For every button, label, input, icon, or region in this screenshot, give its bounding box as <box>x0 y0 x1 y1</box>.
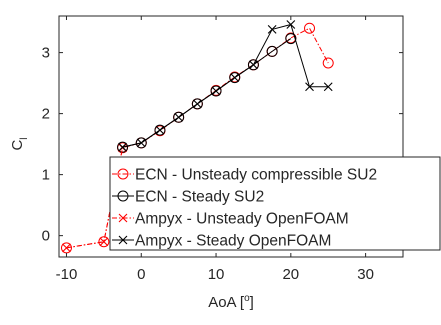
legend-label: ECN - Unsteady compressible SU2 <box>135 167 377 184</box>
data-point <box>60 242 72 254</box>
x-tick-label: 20 <box>282 266 299 283</box>
x-tick-label: 30 <box>357 266 374 283</box>
plot-marks <box>60 20 334 254</box>
plot-frame <box>58 15 404 258</box>
x-tick-label: -10 <box>56 266 78 283</box>
y-tick-label: 1 <box>42 167 50 184</box>
legend-box <box>109 156 441 251</box>
legend-marker <box>118 213 128 223</box>
data-point <box>266 45 278 57</box>
series-1 <box>117 33 297 153</box>
x-tick-label: 10 <box>208 266 225 283</box>
legend-marker <box>117 190 129 202</box>
legend: ECN - Unsteady compressible SU2 ECN - Ste… <box>109 156 441 251</box>
y-tick-label: 0 <box>42 228 50 245</box>
data-point <box>305 82 314 92</box>
data-point <box>304 22 316 34</box>
data-point <box>154 124 166 136</box>
data-point <box>322 57 334 69</box>
legend-marker <box>118 235 128 245</box>
axis-ticks: -10 0 10 20 30 0 1 2 3 <box>42 16 403 283</box>
data-point <box>230 73 240 83</box>
data-point <box>267 25 277 34</box>
data-point <box>323 82 333 92</box>
data-point <box>62 243 71 253</box>
series-line <box>122 23 329 148</box>
legend-entry: Ampyx - Steady OpenFOAM <box>112 233 331 250</box>
data-point <box>285 33 297 45</box>
x-axis-label: AoA [o] <box>208 293 254 311</box>
data-point <box>191 98 203 110</box>
data-point <box>117 141 129 153</box>
data-point <box>210 85 222 97</box>
legend-marker <box>117 168 129 180</box>
data-point <box>249 60 258 70</box>
series-3 <box>118 20 333 152</box>
y-axis-label: Cl <box>9 137 30 150</box>
data-point <box>173 111 185 123</box>
legend-entry: ECN - Steady SU2 <box>112 189 264 206</box>
data-point <box>229 72 241 84</box>
data-point <box>174 112 184 122</box>
data-point <box>247 59 259 71</box>
data-point <box>118 142 127 152</box>
legend-label: Ampyx - Unsteady OpenFOAM <box>135 211 349 228</box>
data-point <box>155 125 165 135</box>
legend-entry: ECN - Unsteady compressible SU2 <box>112 167 377 184</box>
legend-entry: Ampyx - Unsteady OpenFOAM <box>112 211 349 228</box>
y-tick-label: 3 <box>42 45 50 62</box>
data-point <box>211 86 221 96</box>
series-line <box>122 38 292 148</box>
legend-label: Ampyx - Steady OpenFOAM <box>135 233 331 250</box>
y-tick-label: 2 <box>42 106 50 123</box>
data-point <box>99 237 109 247</box>
data-point <box>192 99 202 109</box>
data-point <box>136 138 146 148</box>
data-point <box>135 137 147 149</box>
x-tick-label: 0 <box>137 266 145 283</box>
data-point <box>98 236 110 248</box>
data-point <box>286 20 296 29</box>
legend-label: ECN - Steady SU2 <box>135 189 264 206</box>
